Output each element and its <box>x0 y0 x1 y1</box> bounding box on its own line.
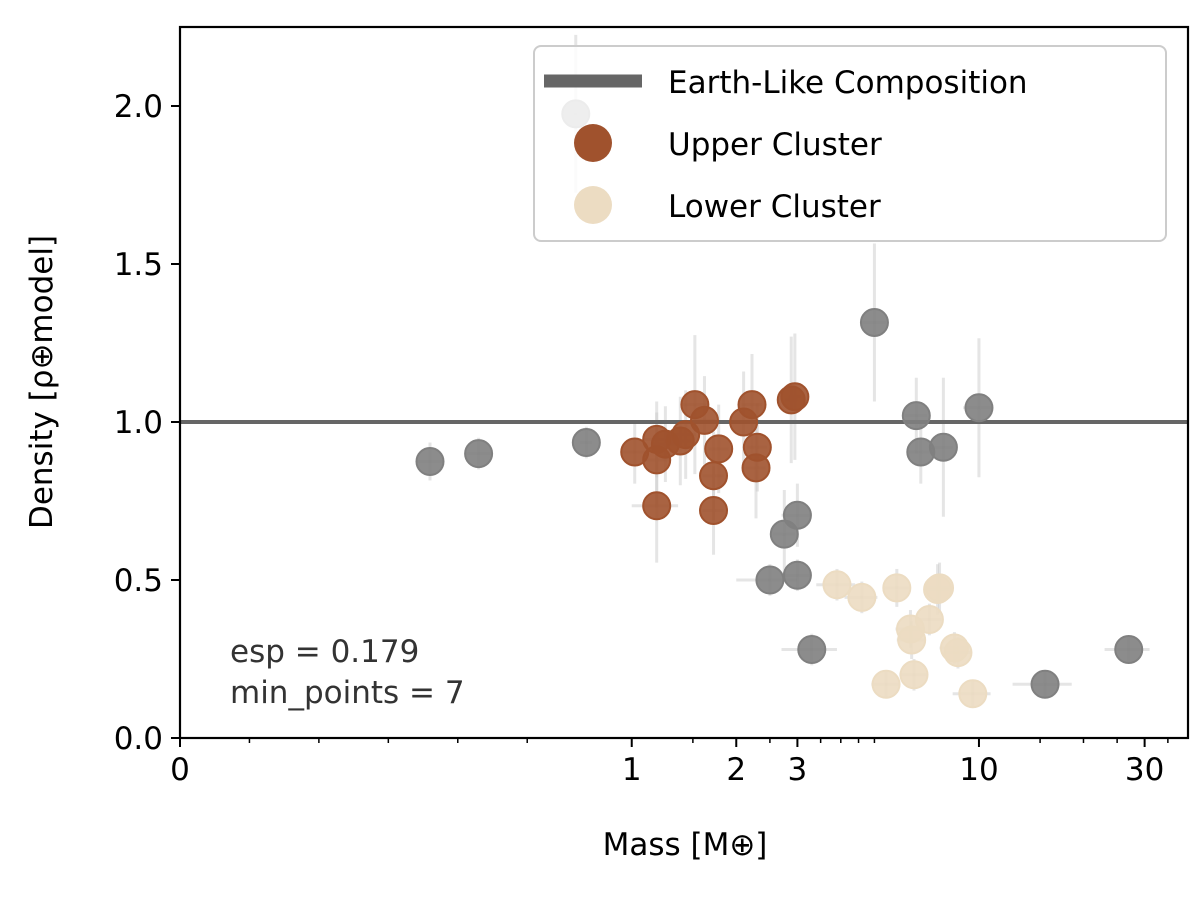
data-point-noise <box>1030 669 1060 699</box>
data-point-noise <box>464 439 494 469</box>
data-point-noise <box>859 307 889 337</box>
data-point-lower-cluster <box>899 660 929 690</box>
legend-box <box>533 45 1167 242</box>
data-point-lower-cluster <box>847 582 877 612</box>
data-point-noise <box>1114 635 1144 665</box>
data-point-noise <box>415 447 445 476</box>
legend-label-upper: Upper Cluster <box>668 127 882 163</box>
legend-label-lower: Lower Cluster <box>668 189 881 225</box>
y-tick-label: 0.5 <box>114 563 163 599</box>
legend-swatch-lower <box>574 186 612 224</box>
annotation-min-points: min_points = 7 <box>230 675 465 711</box>
data-point-noise <box>782 560 812 590</box>
x-axis-label: Mass [M⊕] <box>603 827 768 863</box>
data-point-noise <box>901 401 931 431</box>
x-tick-label: 0 <box>170 752 190 788</box>
y-tick-label: 0.0 <box>114 721 163 757</box>
data-point-upper-cluster <box>689 405 719 435</box>
data-point-lower-cluster <box>822 570 852 600</box>
y-tick-label: 1.5 <box>114 247 163 283</box>
data-point-lower-cluster <box>897 625 927 655</box>
plot-frame <box>178 25 1190 740</box>
annotation-esp: esp = 0.179 <box>230 634 419 670</box>
data-point-noise <box>755 565 785 595</box>
data-point-noise <box>797 635 827 665</box>
data-point-lower-cluster <box>943 638 973 668</box>
data-point-upper-cluster <box>742 432 772 462</box>
x-tick-label: 2 <box>726 752 746 788</box>
data-point-lower-cluster <box>871 669 901 699</box>
legend-swatch-upper <box>574 124 612 162</box>
legend: Earth-Like Composition Upper Cluster Low… <box>533 45 1167 242</box>
data-point-lower-cluster <box>914 605 944 634</box>
data-point-noise <box>964 393 994 423</box>
axis-ticks: 0.0 0.5 1.0 1.5 2.0 0 1 2 3 10 30 <box>114 89 1169 788</box>
y-axis-label: Density [ρ⊕model] <box>24 235 60 529</box>
y-tick-label: 2.0 <box>114 89 163 125</box>
data-point-upper-cluster <box>780 382 810 412</box>
x-tick-label: 30 <box>1125 752 1164 788</box>
x-tick-label: 10 <box>959 752 998 788</box>
data-point-lower-cluster <box>882 573 912 603</box>
data-point-noise <box>782 500 812 530</box>
data-point-upper-cluster <box>642 491 672 521</box>
data-points <box>415 99 1144 709</box>
y-tick-label: 1.0 <box>114 405 163 441</box>
x-tick-label: 1 <box>622 752 642 788</box>
data-point-upper-cluster <box>737 390 767 420</box>
data-point-upper-cluster <box>699 461 729 491</box>
data-point-noise <box>571 428 601 458</box>
data-point-lower-cluster <box>958 679 988 709</box>
data-point-upper-cluster <box>699 495 729 525</box>
x-tick-label: 3 <box>788 752 808 788</box>
data-point-upper-cluster <box>704 434 734 464</box>
legend-label-earth-like: Earth-Like Composition <box>668 65 1028 101</box>
data-point-lower-cluster <box>925 573 955 603</box>
data-point-noise <box>928 432 958 462</box>
